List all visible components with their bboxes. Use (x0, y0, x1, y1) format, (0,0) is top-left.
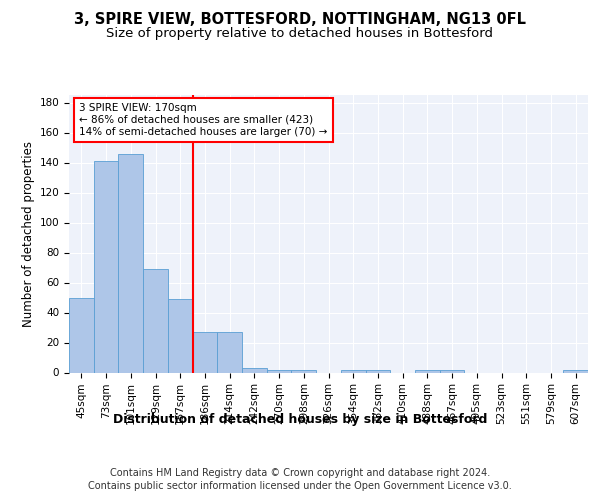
Bar (242, 368, 267, 372)
Text: Distribution of detached houses by size in Bottesford: Distribution of detached houses by size … (113, 412, 487, 426)
Text: Contains HM Land Registry data © Crown copyright and database right 2024.: Contains HM Land Registry data © Crown c… (110, 468, 490, 477)
Bar (217, 332, 242, 372)
Bar (118, 154, 143, 372)
Text: Size of property relative to detached houses in Bottesford: Size of property relative to detached ho… (107, 28, 493, 40)
Text: Contains public sector information licensed under the Open Government Licence v3: Contains public sector information licen… (88, 481, 512, 491)
Bar (365, 370, 390, 372)
Bar (415, 370, 440, 372)
Bar (94, 161, 118, 372)
Bar (341, 370, 365, 372)
Text: 3 SPIRE VIEW: 170sqm
← 86% of detached houses are smaller (423)
14% of semi-deta: 3 SPIRE VIEW: 170sqm ← 86% of detached h… (79, 104, 328, 136)
Bar (69, 298, 94, 372)
Text: 3, SPIRE VIEW, BOTTESFORD, NOTTINGHAM, NG13 0FL: 3, SPIRE VIEW, BOTTESFORD, NOTTINGHAM, N… (74, 12, 526, 28)
Bar (168, 299, 193, 372)
Y-axis label: Number of detached properties: Number of detached properties (22, 141, 35, 327)
Bar (193, 332, 217, 372)
Bar (143, 269, 168, 372)
Bar (292, 370, 316, 372)
Bar (267, 370, 292, 372)
Bar (440, 370, 464, 372)
Bar (563, 370, 588, 372)
